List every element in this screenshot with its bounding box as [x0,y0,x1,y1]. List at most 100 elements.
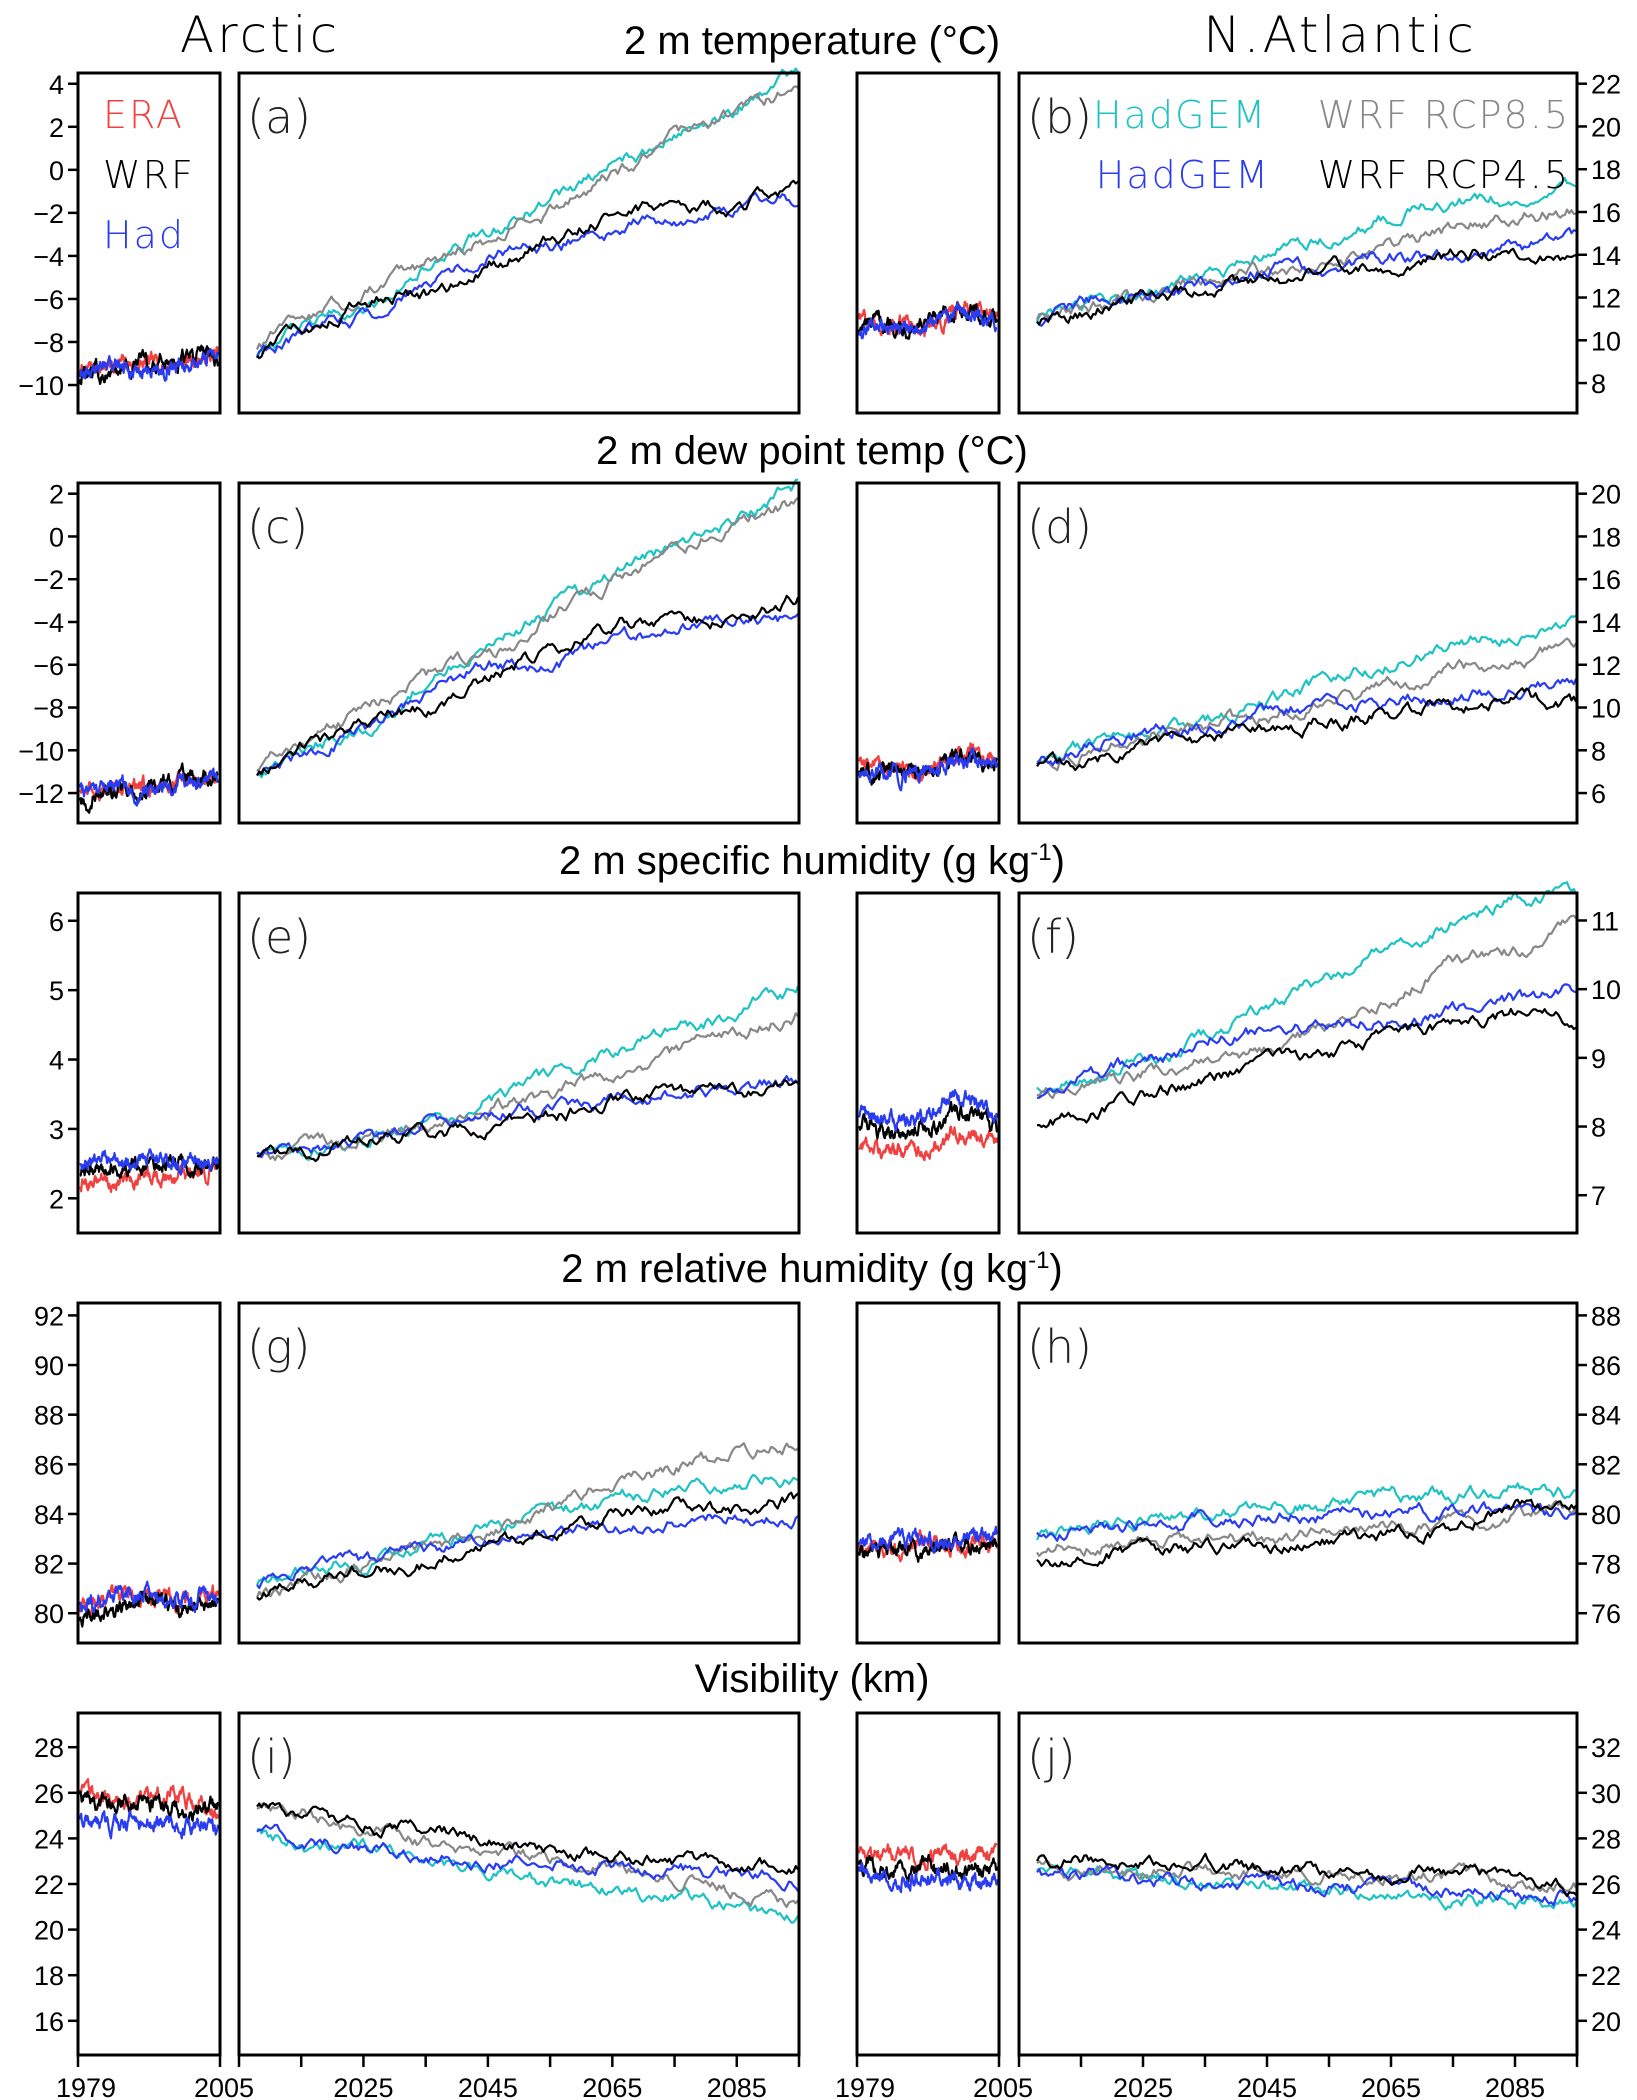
y-tick-label: 82 [34,1550,64,1580]
panel-label: (g) [247,1320,311,1374]
y-tick-label: 2 [49,1184,64,1214]
series-line-wrf-rcp8-5 [255,1442,799,1598]
historical-panel-frame [76,1301,222,1645]
future-panel-frame [237,1711,801,2057]
historical-panel-frame [855,891,1001,1235]
series-line-had [78,1580,219,1614]
x-tick-label: 2005 [194,2073,254,2100]
series-line-hadgem-rcp8-5 [256,985,800,1161]
panel-label: (i) [247,1730,296,1784]
legend-item-hadgem-rcp85: HadGEM [1093,93,1267,137]
series-line-wrf [857,1853,999,1883]
y-tick-label: 4 [49,1046,64,1076]
natlantic-panels: 76 78 80 82 84 86 88 (h) [855,1301,1621,1645]
natlantic-region-title: N.Atlantic [1203,6,1476,64]
y-tick-label: 5 [49,976,64,1006]
series-line-wrf [78,1790,220,1824]
natlantic-panels: 6 8 10 12 14 16 18 20 (d) [855,480,1621,825]
y-tick-label: 10 [1591,975,1621,1005]
future-series [1036,881,1577,1129]
series-line-wrf-rcp8-5 [255,85,799,350]
future-panel-frame [1017,891,1579,1235]
series-line-hadgem-rcp4-5 [256,1513,799,1589]
series-line-hadgem-rcp8-5 [1036,881,1577,1094]
series-line-had [78,348,220,382]
future-series [1035,1482,1577,1568]
historical-panel-frame [855,1301,1001,1645]
y-tick-label: 16 [1591,565,1621,595]
y-tick-label: 76 [1591,1599,1621,1629]
y-tick-label: 0 [49,156,64,186]
series-line-era [857,1529,999,1563]
panel-label: (f) [1027,910,1079,964]
y-tick-label: −8 [33,694,64,724]
y-tick-label: 8 [1591,369,1606,399]
y-tick-label: 8 [1591,736,1606,766]
y-tick-label: 22 [34,1870,64,1900]
future-legend: HadGEM WRF RCP8.5 HadGEM WRF RCP4.5 [1093,93,1568,197]
series-line-hadgem-rcp4-5 [1036,1501,1577,1542]
future-panel-frame [237,1301,801,1645]
series-line-wrf-rcp4-5 [256,1078,799,1163]
series-line-had [857,1525,998,1554]
row-2-m-specific-humidity-g-kg-1: 2 m specific humidity (g kg-1) 2 3 4 5 6 (e) 7 8… [49,839,1621,1235]
y-tick-label: 18 [34,1961,64,1991]
series-line-wrf-rcp4-5 [1036,687,1578,772]
row-title: 2 m relative humidity (g kg-1) [561,1247,1063,1291]
y-tick-label: 22 [1591,1961,1621,1991]
future-panel-frame [1017,481,1579,825]
series-line-wrf-rcp4-5 [256,594,800,776]
x-tick-label: 1979 [56,2073,116,2100]
legend-item-hadgem-rcp45: HadGEM [1096,153,1270,197]
future-series [1035,177,1577,327]
y-tick-label: 86 [34,1450,64,1480]
series-line-wrf-rcp4-5 [256,1801,799,1875]
y-tick-label: 2 [49,113,64,143]
y-tick-label: 7 [1591,1181,1606,1211]
future-series [255,1442,799,1601]
historical-panel-frame [76,1711,222,2057]
future-panel-frame [237,481,801,825]
x-tick-label: 2085 [707,2073,767,2100]
y-tick-label: 12 [1591,651,1621,681]
panel-label: (j) [1027,1730,1076,1784]
series-line-wrf [858,1101,999,1140]
y-tick-label: 80 [1591,1500,1621,1530]
panel-label: (h) [1027,1320,1092,1374]
row-2-m-temperature-c: 2 m temperature (°C) −10 −8 −6 −4 −2 0 2 4 (a) 8 10… [18,19,1621,415]
y-tick-label: 0 [49,522,64,552]
y-tick-label: −6 [33,651,64,681]
series-line-had [857,1089,999,1133]
arctic-panels: 80 82 84 86 88 90 92 (g) [34,1301,801,1645]
y-tick-label: −4 [33,242,64,272]
natlantic-panels: 20 22 24 26 28 30 32 (j) 1979 2005 2025 2045 2065 208… [835,1711,1621,2100]
future-series [256,1801,799,1924]
panel-label: (a) [247,90,311,144]
y-tick-label: −2 [33,565,64,595]
y-tick-label: 32 [1591,1733,1621,1763]
historical-panel-frame [76,891,222,1235]
x-tick-label: 2065 [1361,2073,1421,2100]
future-series [1036,614,1578,772]
historical-series [78,1778,220,1840]
y-tick-label: 82 [1591,1450,1621,1480]
y-tick-label: 20 [1591,112,1621,142]
x-tick-label: 2025 [1113,2073,1173,2100]
arctic-panels: −10 −8 −6 −4 −2 0 2 4 (a) [18,67,801,415]
series-line-wrf-rcp4-5 [1036,1498,1577,1568]
row-visibility-km: Visibility (km) 16 18 20 22 24 26 28 (i) 1979 2005… [34,1657,1621,2100]
historical-series [857,1089,999,1162]
y-tick-label: 12 [1591,284,1621,314]
series-line-wrf-rcp4-5 [256,179,799,360]
historical-series [78,344,220,386]
y-tick-label: 20 [1591,2007,1621,2037]
series-line-had [857,1861,999,1894]
y-tick-label: 28 [34,1733,64,1763]
x-tick-label: 2045 [458,2073,518,2100]
y-tick-label: 11 [1591,906,1619,936]
historical-panel-frame [855,71,1001,415]
series-line-wrf [79,1153,220,1179]
y-tick-label: 24 [1591,1916,1621,1946]
historical-series [857,1525,999,1563]
